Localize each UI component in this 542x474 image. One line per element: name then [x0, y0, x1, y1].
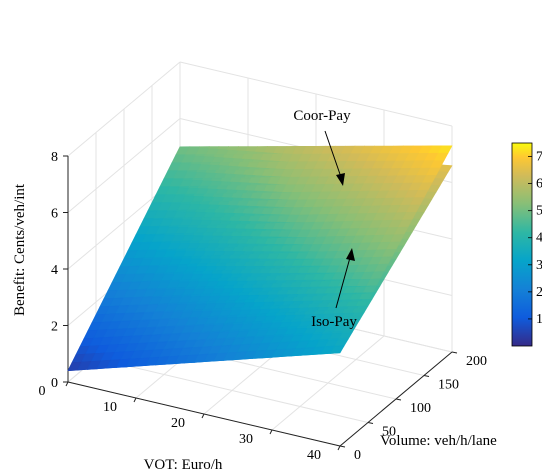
annotation-coor-pay-label: Coor-Pay	[293, 108, 351, 124]
x-tick-label: 30	[239, 432, 253, 447]
y-tick-label: 0	[354, 448, 361, 463]
annotation-coor-pay-arrowhead	[336, 173, 345, 186]
colorbar-tick-label: 6	[536, 177, 542, 192]
grid-line	[179, 61, 453, 127]
y-axis-label: Volume: veh/h/lane	[380, 433, 497, 449]
colorbar-ticks: 1 2 3 4 5 6 7	[528, 150, 542, 327]
annotation-coor-pay-arrow	[324, 130, 343, 181]
annotation-iso-pay-label: Iso-Pay	[311, 314, 357, 330]
y-tick-mark	[423, 375, 430, 377]
y-tick-label: 150	[438, 378, 459, 393]
colorbar-tick-label: 1	[536, 312, 542, 327]
grid-line	[67, 118, 181, 213]
iso-pay-surface-patch	[329, 345, 345, 354]
z-axis-label: Benefit: Cents/veh/int	[12, 183, 28, 316]
colorbar-gradient	[511, 142, 533, 347]
colorbar-tick-label: 5	[536, 204, 542, 219]
z-tick-label: 2	[51, 320, 58, 335]
z-tick-label: 8	[51, 150, 58, 165]
y-tick-mark	[339, 445, 346, 448]
x-tick-mark	[269, 429, 273, 435]
colorbar-tick-label: 7	[536, 150, 542, 165]
x-tick-label: 40	[307, 448, 321, 463]
grid-line	[67, 61, 181, 157]
z-tick-label: 4	[51, 263, 58, 278]
colorbar-tick-label: 3	[536, 258, 542, 273]
annotation-iso-pay-arrow	[335, 253, 352, 309]
x-tick-mark	[133, 397, 137, 403]
x-tick-label: 20	[171, 416, 185, 431]
annotation-iso-pay: Iso-Pay	[311, 248, 357, 330]
x-tick-mark	[65, 381, 69, 387]
annotation-iso-pay-arrowhead	[346, 248, 355, 261]
grid-line	[95, 358, 369, 423]
surface-plot	[67, 145, 453, 372]
z-tick-label: 6	[51, 207, 58, 222]
y-tick-mark	[367, 422, 374, 424]
y-tick-mark	[395, 398, 402, 401]
annotation-coor-pay: Coor-Pay	[293, 108, 351, 186]
x-tick-label: 10	[103, 400, 117, 415]
y-tick-mark	[451, 351, 458, 354]
x-tick-mark	[337, 445, 341, 451]
x-tick-mark	[201, 413, 205, 419]
colorbar-tick-label: 4	[536, 231, 542, 246]
x-axis-label: VOT: Euro/h	[144, 457, 223, 473]
y-tick-label: 100	[410, 401, 431, 416]
x-tick-label: 0	[39, 384, 46, 399]
y-tick-label: 200	[466, 354, 487, 369]
y-tick-label: 50	[382, 425, 396, 440]
colorbar: 1 2 3 4 5 6 7	[511, 142, 542, 347]
colorbar-tick-label: 2	[536, 285, 542, 300]
z-tick-label: 0	[51, 376, 58, 391]
axis-ticks: 0 10 20 30 40 0 50 100 150 200 0 2 4 6 8	[39, 150, 488, 463]
